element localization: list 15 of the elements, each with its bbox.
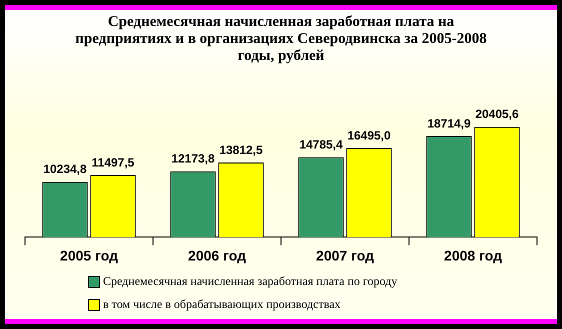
data-label: 10234,8 <box>43 162 88 176</box>
data-label: 11497,5 <box>92 155 135 170</box>
data-label: 14785,4 <box>299 138 344 152</box>
data-label: 18714,9 <box>427 116 472 130</box>
chart-title: Среднемесячная начисленная заработная плата на предприятиях и в организациях Северодвинска за 2005-2008 годы, рублей <box>74 14 488 66</box>
data-label: 16495,0 <box>347 128 392 142</box>
x-tick-label: 2005 год <box>60 247 118 264</box>
x-tick-label: 2006 год <box>188 247 246 264</box>
x-tick-label: 2007 год <box>316 247 374 264</box>
legend-label: в том числе в обрабатывающих производствах <box>103 297 341 312</box>
legend-label: Среднемесячная начисленная заработная плата по городу <box>103 274 398 289</box>
data-label: 13812,5 <box>219 142 264 157</box>
data-label: 12173,8 <box>171 152 216 166</box>
x-tick-label: 2008 год <box>444 247 502 264</box>
data-label: 20405,6 <box>475 107 520 122</box>
